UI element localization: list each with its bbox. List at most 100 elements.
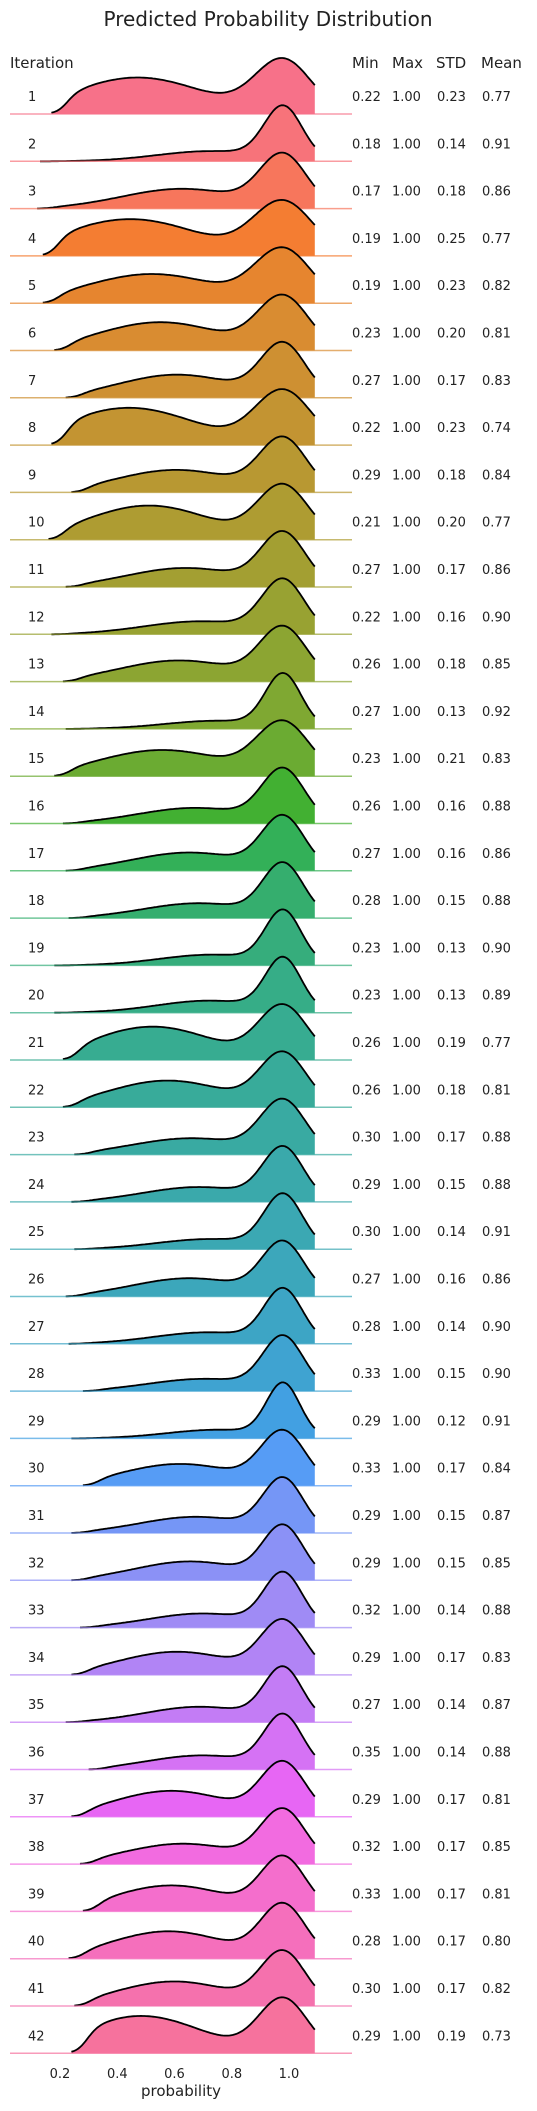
x-axis: 0.2 0.4 0.6 0.8 1.0 (50, 2067, 300, 2082)
ridge-area-37 (71, 1760, 315, 1817)
x-tick-label: 0.8 (221, 2067, 242, 2082)
std-value-19: 0.13 (437, 941, 466, 956)
max-value-2: 1.00 (392, 137, 421, 152)
ridge-line-38 (79, 1807, 316, 1865)
std-value-8: 0.23 (437, 421, 466, 436)
ridge-line-25 (74, 1192, 316, 1251)
ridge-area-4 (42, 199, 315, 256)
mean-value-19: 0.90 (482, 941, 511, 956)
min-value-32: 0.29 (352, 1556, 381, 1571)
ridge-area-2 (40, 105, 315, 162)
ridge-line-10 (48, 482, 316, 540)
mean-value-23: 0.88 (482, 1131, 511, 1146)
std-value-23: 0.17 (437, 1131, 466, 1146)
min-value-6: 0.23 (352, 327, 381, 342)
iteration-label-6: 6 (28, 327, 36, 342)
std-value-9: 0.18 (437, 468, 466, 483)
iteration-label-28: 28 (28, 1367, 45, 1382)
mean-value-31: 0.87 (482, 1509, 511, 1524)
mean-value-13: 0.85 (482, 658, 511, 673)
ridge-area-19 (54, 909, 315, 966)
mean-value-42: 0.73 (482, 2029, 511, 2044)
std-value-18: 0.15 (437, 894, 466, 909)
iteration-label-29: 29 (28, 1414, 45, 1429)
min-value-28: 0.33 (352, 1367, 381, 1382)
min-value-10: 0.21 (352, 516, 381, 531)
max-value-19: 1.00 (392, 941, 421, 956)
ridge-area-36 (88, 1713, 315, 1770)
iteration-label-36: 36 (28, 1746, 45, 1761)
iteration-label-13: 13 (28, 658, 45, 673)
min-value-14: 0.27 (352, 705, 381, 720)
max-value-3: 1.00 (392, 185, 421, 200)
max-value-24: 1.00 (392, 1178, 421, 1193)
mean-value-1: 0.77 (482, 90, 511, 105)
mean-value-30: 0.84 (482, 1462, 511, 1477)
ridge-area-42 (71, 1997, 315, 2054)
iteration-label-4: 4 (28, 232, 36, 247)
ridge-line-40 (68, 1901, 316, 1960)
ridge-line-4 (42, 198, 316, 256)
min-value-8: 0.22 (352, 421, 381, 436)
iteration-label-37: 37 (28, 1793, 45, 1808)
ridge-area-14 (65, 672, 315, 729)
ridge-line-17 (65, 813, 316, 872)
ridge-area-30 (82, 1429, 315, 1486)
mean-value-34: 0.83 (482, 1651, 511, 1666)
ridge-area-10 (48, 483, 315, 540)
iteration-label-17: 17 (28, 847, 45, 862)
ridge-area-9 (71, 436, 315, 493)
ridge-area-12 (51, 578, 315, 635)
ridge-line-37 (71, 1759, 316, 1818)
ridge-area-31 (71, 1477, 315, 1533)
ridge-line-26 (65, 1239, 316, 1298)
std-value-4: 0.25 (437, 232, 466, 247)
min-value-5: 0.19 (352, 279, 381, 294)
max-value-26: 1.00 (392, 1273, 421, 1288)
max-value-17: 1.00 (392, 847, 421, 862)
iteration-label-11: 11 (28, 563, 45, 578)
max-value-41: 1.00 (392, 1982, 421, 1997)
min-value-24: 0.29 (352, 1178, 381, 1193)
mean-value-36: 0.88 (482, 1746, 511, 1761)
iteration-label-10: 10 (28, 516, 45, 531)
max-value-5: 1.00 (392, 279, 421, 294)
max-value-12: 1.00 (392, 610, 421, 625)
ridge-line-27 (68, 1286, 316, 1345)
std-value-13: 0.18 (437, 658, 466, 673)
mean-value-14: 0.92 (482, 705, 511, 720)
ridge-area-23 (74, 1098, 315, 1155)
min-value-3: 0.17 (352, 185, 381, 200)
header-std: STD (436, 54, 466, 72)
min-value-12: 0.22 (352, 610, 381, 625)
ridge-area-32 (71, 1524, 315, 1581)
ridge-area-11 (65, 531, 315, 587)
max-value-21: 1.00 (392, 1036, 421, 1051)
ridge-line-12 (51, 577, 316, 636)
min-value-27: 0.28 (352, 1320, 381, 1335)
std-value-7: 0.17 (437, 374, 466, 389)
max-value-9: 1.00 (392, 468, 421, 483)
iteration-label-34: 34 (28, 1651, 45, 1666)
min-value-22: 0.26 (352, 1083, 381, 1098)
ridge-area-18 (68, 862, 315, 919)
max-value-7: 1.00 (392, 374, 421, 389)
mean-value-8: 0.74 (482, 421, 511, 436)
ridge-line-18 (68, 861, 316, 919)
ridge-area-20 (54, 956, 315, 1013)
ridge-area-38 (80, 1808, 315, 1865)
x-tick-label: 1.0 (279, 2067, 300, 2082)
min-value-37: 0.29 (352, 1793, 381, 1808)
ridge-line-19 (54, 908, 316, 967)
std-value-26: 0.16 (437, 1273, 466, 1288)
ridge-line-11 (65, 530, 316, 588)
std-value-36: 0.14 (437, 1746, 466, 1761)
header-iteration: Iteration (10, 54, 74, 72)
mean-value-38: 0.85 (482, 1840, 511, 1855)
mean-value-37: 0.81 (482, 1793, 511, 1808)
max-value-36: 1.00 (392, 1746, 421, 1761)
ridge-area-33 (80, 1571, 315, 1628)
ridge-area-24 (71, 1145, 315, 1202)
ridge-line-15 (54, 719, 316, 777)
ridge-area-7 (65, 341, 315, 398)
